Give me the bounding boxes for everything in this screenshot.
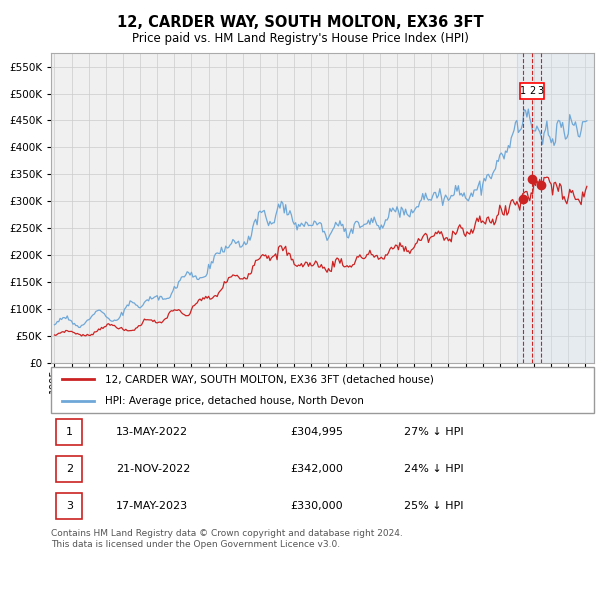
Text: £342,000: £342,000	[290, 464, 343, 474]
Text: 12, CARDER WAY, SOUTH MOLTON, EX36 3FT (detached house): 12, CARDER WAY, SOUTH MOLTON, EX36 3FT (…	[106, 375, 434, 385]
Text: 1: 1	[66, 427, 73, 437]
Text: Price paid vs. HM Land Registry's House Price Index (HPI): Price paid vs. HM Land Registry's House …	[131, 32, 469, 45]
Text: 13-MAY-2022: 13-MAY-2022	[116, 427, 188, 437]
Text: £304,995: £304,995	[290, 427, 343, 437]
Bar	[520, 83, 544, 99]
Bar	[56, 419, 82, 445]
Text: 2: 2	[66, 464, 73, 474]
Text: 17-MAY-2023: 17-MAY-2023	[116, 502, 188, 511]
Text: £330,000: £330,000	[290, 502, 343, 511]
Text: 24% ↓ HPI: 24% ↓ HPI	[404, 464, 464, 474]
Text: 21-NOV-2022: 21-NOV-2022	[116, 464, 191, 474]
Text: Contains HM Land Registry data © Crown copyright and database right 2024.
This d: Contains HM Land Registry data © Crown c…	[51, 529, 403, 549]
Text: 27% ↓ HPI: 27% ↓ HPI	[404, 427, 464, 437]
Text: 1: 1	[520, 86, 526, 96]
Text: HPI: Average price, detached house, North Devon: HPI: Average price, detached house, Nort…	[106, 395, 364, 405]
Text: 12, CARDER WAY, SOUTH MOLTON, EX36 3FT: 12, CARDER WAY, SOUTH MOLTON, EX36 3FT	[116, 15, 484, 30]
Text: 25% ↓ HPI: 25% ↓ HPI	[404, 502, 463, 511]
Bar	[56, 493, 82, 520]
Text: 3: 3	[66, 502, 73, 511]
Text: 2: 2	[529, 86, 535, 96]
Bar	[517, 53, 594, 363]
Text: 3: 3	[538, 86, 544, 96]
Bar	[56, 455, 82, 483]
